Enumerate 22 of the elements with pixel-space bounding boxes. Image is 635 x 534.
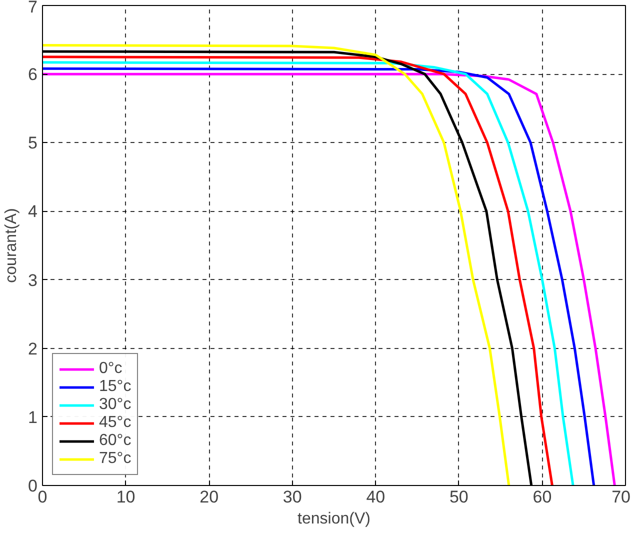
legend-label: 60°c xyxy=(99,432,132,450)
x-tick-label: 60 xyxy=(532,488,552,506)
legend-label: 30°c xyxy=(99,396,132,414)
x-tick-label: 30 xyxy=(282,488,302,506)
x-tick-label: 70 xyxy=(612,488,631,506)
x-tick-label: 40 xyxy=(366,488,386,506)
x-tick-label: 50 xyxy=(449,488,468,506)
y-tick-label: 4 xyxy=(28,202,38,222)
legend-label: 0°c xyxy=(99,360,122,378)
y-axis-title: courant(A) xyxy=(3,208,20,283)
y-tick-label: 5 xyxy=(28,134,38,153)
legend-label: 45°c xyxy=(99,414,132,432)
x-axis-title: tension(V) xyxy=(298,510,370,528)
legend-label: 15°c xyxy=(99,378,132,396)
y-tick-label: 7 xyxy=(28,0,38,16)
x-tick-label: 10 xyxy=(116,488,136,506)
y-tick-label: 2 xyxy=(28,339,38,358)
y-tick-label: 6 xyxy=(28,65,38,84)
y-tick-label: 3 xyxy=(28,270,38,290)
x-tick-label: 20 xyxy=(200,488,219,506)
y-tick-label: 1 xyxy=(28,408,38,427)
legend-label: 75°c xyxy=(99,450,132,468)
